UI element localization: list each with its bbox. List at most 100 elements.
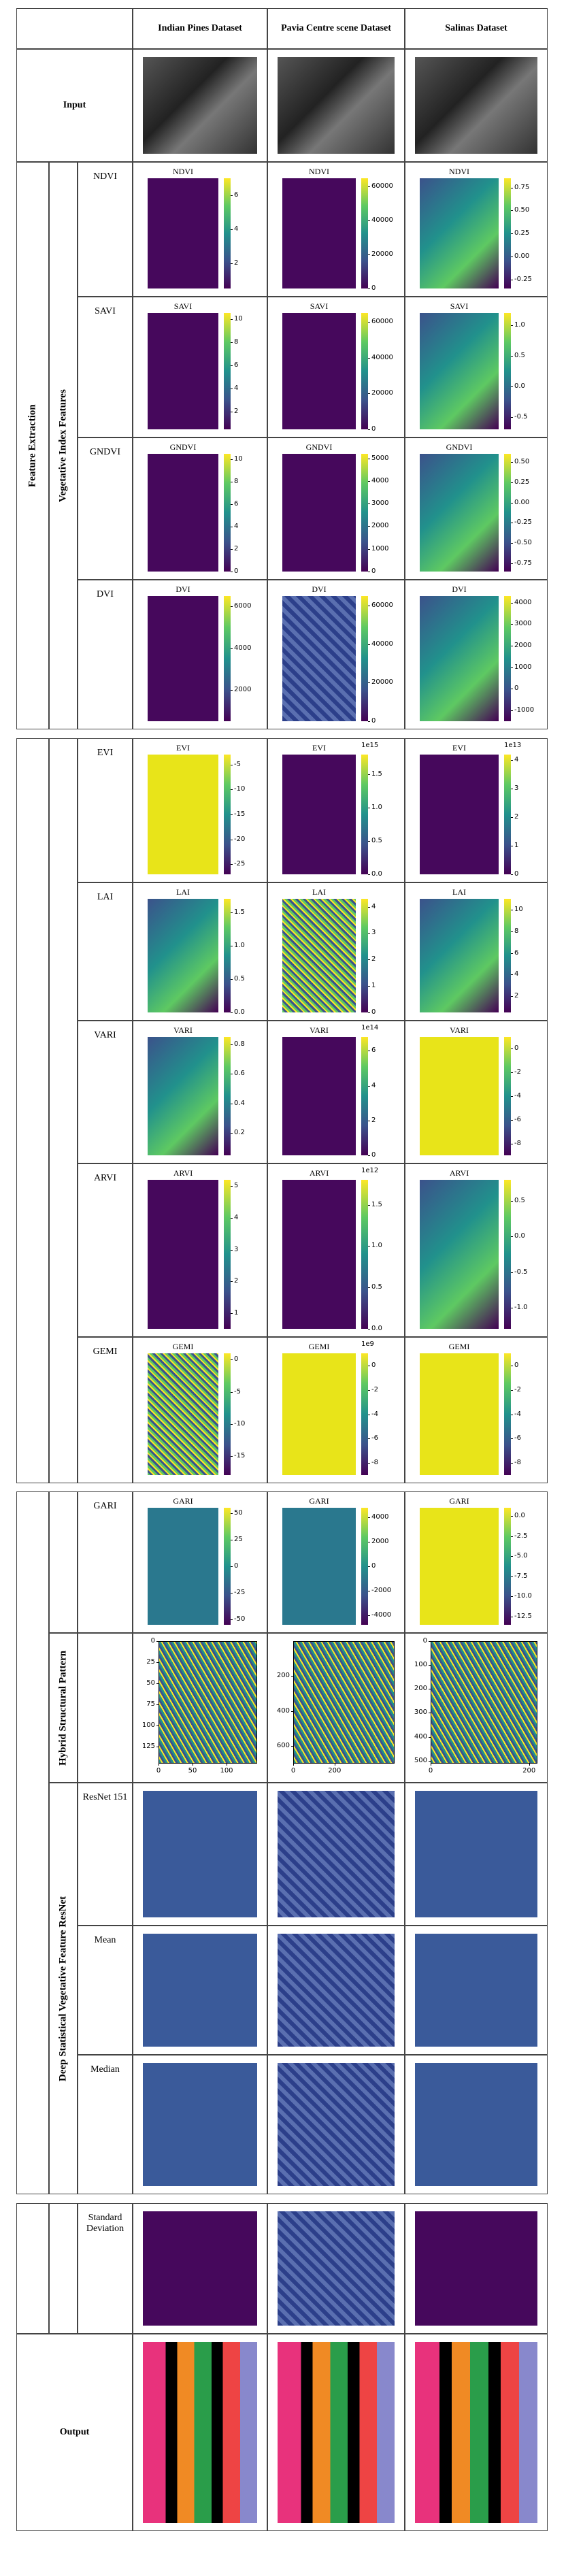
colorbar-tick: [511, 417, 513, 418]
colorbar-tick: [511, 543, 513, 544]
colorbar: [504, 313, 511, 429]
colorbar: [504, 1353, 511, 1475]
panel-title: GNDVI: [446, 442, 473, 452]
colorbar-tick: [368, 1155, 370, 1156]
colorbar-tick-label: 0: [371, 284, 376, 292]
image: [420, 454, 499, 572]
colorbar-tick-label: 0: [371, 1008, 376, 1016]
group-label: [49, 2203, 78, 2334]
image-cell: [405, 1337, 548, 1483]
image: [148, 596, 218, 721]
image-cell: [267, 2334, 405, 2531]
panel-title: GNDVI: [169, 442, 197, 452]
image-cell: [405, 580, 548, 729]
y-tick-label: 200: [276, 1672, 290, 1680]
panel-title: ARVI: [173, 1168, 193, 1178]
image-cell: [133, 1337, 267, 1483]
colorbar-tick: [231, 459, 233, 461]
colorbar-tick-label: 60000: [371, 601, 393, 610]
colorbar-tick-label: 0.0: [514, 382, 525, 390]
colorbar-tick-label: -7.5: [514, 1572, 528, 1580]
group-label: Feature Extraction: [16, 162, 49, 729]
colorbar-tick: [368, 220, 370, 222]
colorbar: [224, 1353, 231, 1475]
group-label: Deep Statistical Vegetative Feature ResN…: [49, 1783, 78, 2194]
image-cell: [405, 1633, 548, 1783]
image: [415, 57, 537, 154]
colorbar-tick-label: -12.5: [514, 1613, 532, 1621]
row-label-cell: [78, 738, 133, 882]
colorbar-tick: [231, 549, 233, 550]
image-cell: [267, 1783, 405, 1926]
colorbar-tick: [511, 386, 513, 387]
image-cell: [133, 1633, 267, 1783]
colorbar-tick-label: 0.6: [234, 1070, 245, 1078]
image: [282, 454, 356, 572]
image: [278, 1934, 395, 2047]
panel-title: SAVI: [173, 301, 193, 311]
panel-title: ARVI: [309, 1168, 329, 1178]
y-tick: [156, 1662, 159, 1664]
colorbar-tick-label: 1: [234, 1308, 239, 1317]
colorbar-tick-label: 1000: [514, 663, 532, 671]
colorbar: [504, 899, 511, 1012]
colorbar-tick-label: 4: [234, 384, 239, 393]
colorbar-tick-label: 0: [514, 684, 519, 693]
colorbar-tick: [511, 1389, 513, 1391]
colorbar-tick: [368, 1389, 370, 1391]
colorbar-tick-label: 0: [371, 1361, 376, 1369]
image: [420, 755, 499, 874]
colorbar-tick: [511, 1596, 513, 1598]
colorbar: [224, 1508, 231, 1625]
colorbar-tick: [231, 1186, 233, 1187]
colorbar-tick-label: 0.25: [514, 478, 530, 486]
image: [420, 1508, 499, 1625]
row-label: Mean: [94, 1935, 116, 1945]
colorbar: [224, 178, 231, 288]
colorbar-tick-label: 10: [234, 455, 243, 463]
colorbar-tick: [511, 667, 513, 668]
image-cell: [133, 882, 267, 1021]
colorbar-tick: [511, 563, 513, 565]
y-tick: [291, 1676, 293, 1677]
colorbar-tick: [231, 1044, 233, 1045]
colorbar-tick: [511, 1536, 513, 1537]
row-label-cell: [78, 1491, 133, 1633]
image-cell: [267, 49, 405, 162]
colorbar-tick-label: 4: [514, 970, 519, 978]
colorbar: [361, 1353, 368, 1475]
colorbar-tick: [511, 974, 513, 976]
colorbar-tick-label: 60000: [371, 318, 393, 326]
panel-title: NDVI: [173, 167, 193, 176]
group-label: [49, 738, 78, 1483]
image: [148, 1037, 218, 1155]
colorbar-tick-label: 2: [514, 813, 519, 821]
colorbar-tick: [368, 959, 370, 961]
colorbar: [224, 596, 231, 721]
colorbar-tick: [231, 229, 233, 230]
row-label-cell: [78, 1783, 133, 1926]
image: [415, 1934, 537, 2047]
panel-title: EVI: [176, 743, 190, 753]
image: [148, 178, 218, 288]
colorbar-tick: [368, 480, 370, 482]
image-cell: [267, 2055, 405, 2194]
row-label-cell: [78, 2203, 133, 2334]
y-tick-label: 25: [146, 1658, 155, 1666]
colorbar-tick: [231, 1312, 233, 1314]
image-cell: [133, 297, 267, 437]
image: [282, 178, 356, 288]
group-label: Vegetative Index Features: [49, 162, 78, 729]
image-cell: [405, 1783, 548, 1926]
colorbar-tick: [231, 504, 233, 506]
colorbar-tick-label: 8: [514, 927, 519, 935]
image-cell: [267, 1021, 405, 1163]
image: [420, 596, 499, 721]
y-tick-label: 0: [150, 1637, 155, 1645]
colorbar-tick-label: 4: [234, 225, 239, 233]
image: [148, 454, 218, 572]
colorbar-tick-label: 2: [234, 1277, 239, 1285]
colorbar-tick: [368, 288, 370, 289]
row-label-cell: [78, 882, 133, 1021]
image-cell: [133, 49, 267, 162]
